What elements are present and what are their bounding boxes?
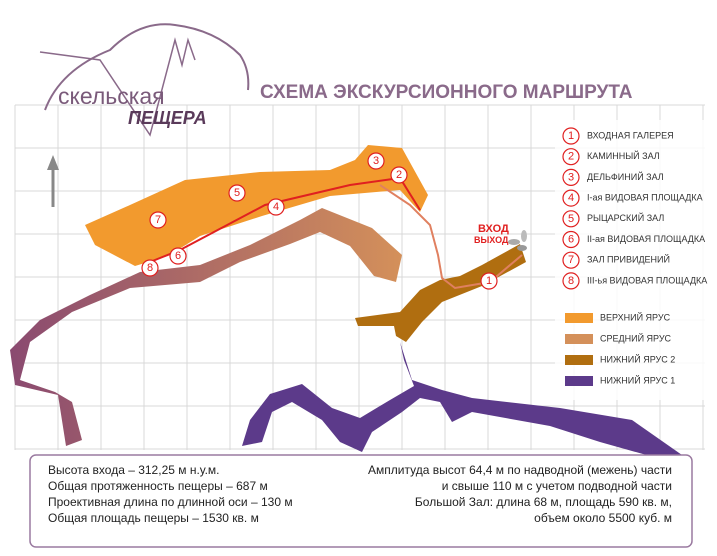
logo-line1: скельская	[58, 83, 165, 109]
info: Высота входа – 312,25 м н.у.м. Общая прот…	[48, 463, 672, 525]
info-right: Амплитуда высот 64,4 м по надводной (меж…	[368, 463, 672, 477]
info-right: и свыше 110 м с учетом подводной части	[442, 479, 672, 493]
marker-number: 5	[234, 187, 240, 199]
legend: 1 ВХОДНАЯ ГАЛЕРЕЯ 2 КАМИННЫЙ ЗАЛ 3 ДЕЛЬФИНИЙ …	[562, 127, 707, 386]
info-right: Большой Зал: длина 68 м, площадь 590 кв.…	[415, 495, 672, 509]
level-middle	[10, 208, 402, 446]
legend-stop: I-ая ВИДОВАЯ ПЛОЩАДКА	[587, 192, 703, 202]
level-lower-1	[242, 342, 692, 462]
info-left: Общая протяженность пещеры – 687 м	[48, 479, 268, 493]
north-arrow-head	[47, 155, 59, 170]
entrance-label: ВХОД	[478, 223, 509, 235]
info-left: Общая площадь пещеры – 1530 кв. м	[48, 511, 259, 525]
legend-stop: РЫЦАРСКИЙ ЗАЛ	[587, 212, 664, 223]
legend-number: 8	[568, 275, 574, 287]
legend-bg	[555, 120, 705, 400]
legend-circle	[562, 251, 580, 269]
marker-circle	[149, 211, 167, 229]
legend-stop: ЗАЛ ПРИВИДЕНИЙ	[587, 254, 670, 265]
legend-circle	[562, 189, 580, 207]
legend-level: СРЕДНИЙ ЯРУС	[600, 332, 672, 343]
marker-circle	[141, 259, 159, 277]
info-left: Проективная длина по длинной оси – 130 м	[48, 495, 293, 509]
marker-circle	[367, 152, 385, 170]
legend-stop: ВХОДНАЯ ГАЛЕРЕЯ	[587, 130, 674, 140]
legend-stop: ДЕЛЬФИНИЙ ЗАЛ	[587, 171, 664, 182]
logo-mountain	[44, 23, 250, 111]
logo-lines	[39, 37, 196, 137]
marker-number: 4	[273, 201, 279, 213]
legend-circle	[562, 148, 580, 166]
legend-stop: II-ая ВИДОВАЯ ПЛОЩАДКА	[587, 234, 705, 244]
legend-number: 2	[568, 151, 574, 163]
legend-level: ВЕРХНИЙ ЯРУС	[600, 311, 671, 322]
legend-swatch	[565, 355, 593, 365]
level-upper	[85, 145, 428, 266]
legend-number: 4	[568, 192, 574, 204]
legend-swatch	[565, 313, 593, 323]
logo-line2: ПЕЩЕРА	[128, 108, 207, 128]
marker-number: 1	[486, 275, 492, 287]
legend-level: НИЖНИЙ ЯРУС 1	[600, 374, 675, 385]
title: СХЕМА ЭКСКУРСИОННОГО МАРШРУТА	[260, 82, 633, 103]
level-lower-2	[355, 244, 526, 342]
legend-swatch	[565, 376, 593, 386]
legend-circle	[562, 272, 580, 290]
marker-circle	[267, 198, 285, 216]
marker-circle	[480, 272, 498, 290]
exit-label: ВЫХОД	[474, 235, 509, 245]
marker-number: 6	[175, 250, 181, 262]
legend-circle	[562, 230, 580, 249]
legend-number: 1	[568, 130, 574, 142]
marker-number: 7	[155, 214, 161, 226]
legend-circle	[562, 127, 580, 145]
legend-number: 3	[568, 171, 574, 183]
legend-level: НИЖНИЙ ЯРУС 2	[600, 353, 675, 364]
legend-stop: III-ья ВИДОВАЯ ПЛОЩАДКА	[587, 275, 707, 285]
legend-number: 7	[568, 254, 574, 266]
legend-circle	[562, 210, 580, 228]
legend-stop: КАМИННЫЙ ЗАЛ	[587, 150, 660, 161]
legend-swatch	[565, 334, 593, 344]
info-box	[29, 454, 693, 548]
marker-number: 2	[396, 169, 402, 181]
marker-circle	[169, 247, 187, 265]
info-left: Высота входа – 312,25 м н.у.м.	[48, 463, 220, 477]
info-right: объем около 5500 куб. м	[534, 511, 672, 525]
marker-circle	[390, 166, 408, 184]
map-markers: 1 2 3 4 5 6 7 8	[141, 152, 498, 290]
marker-circle	[228, 184, 246, 202]
entrance-icon	[508, 230, 527, 251]
legend-circle	[562, 168, 580, 186]
marker-number: 8	[147, 262, 153, 274]
legend-number: 5	[568, 213, 574, 225]
legend-number: 6	[568, 234, 574, 246]
marker-number: 3	[373, 155, 379, 167]
